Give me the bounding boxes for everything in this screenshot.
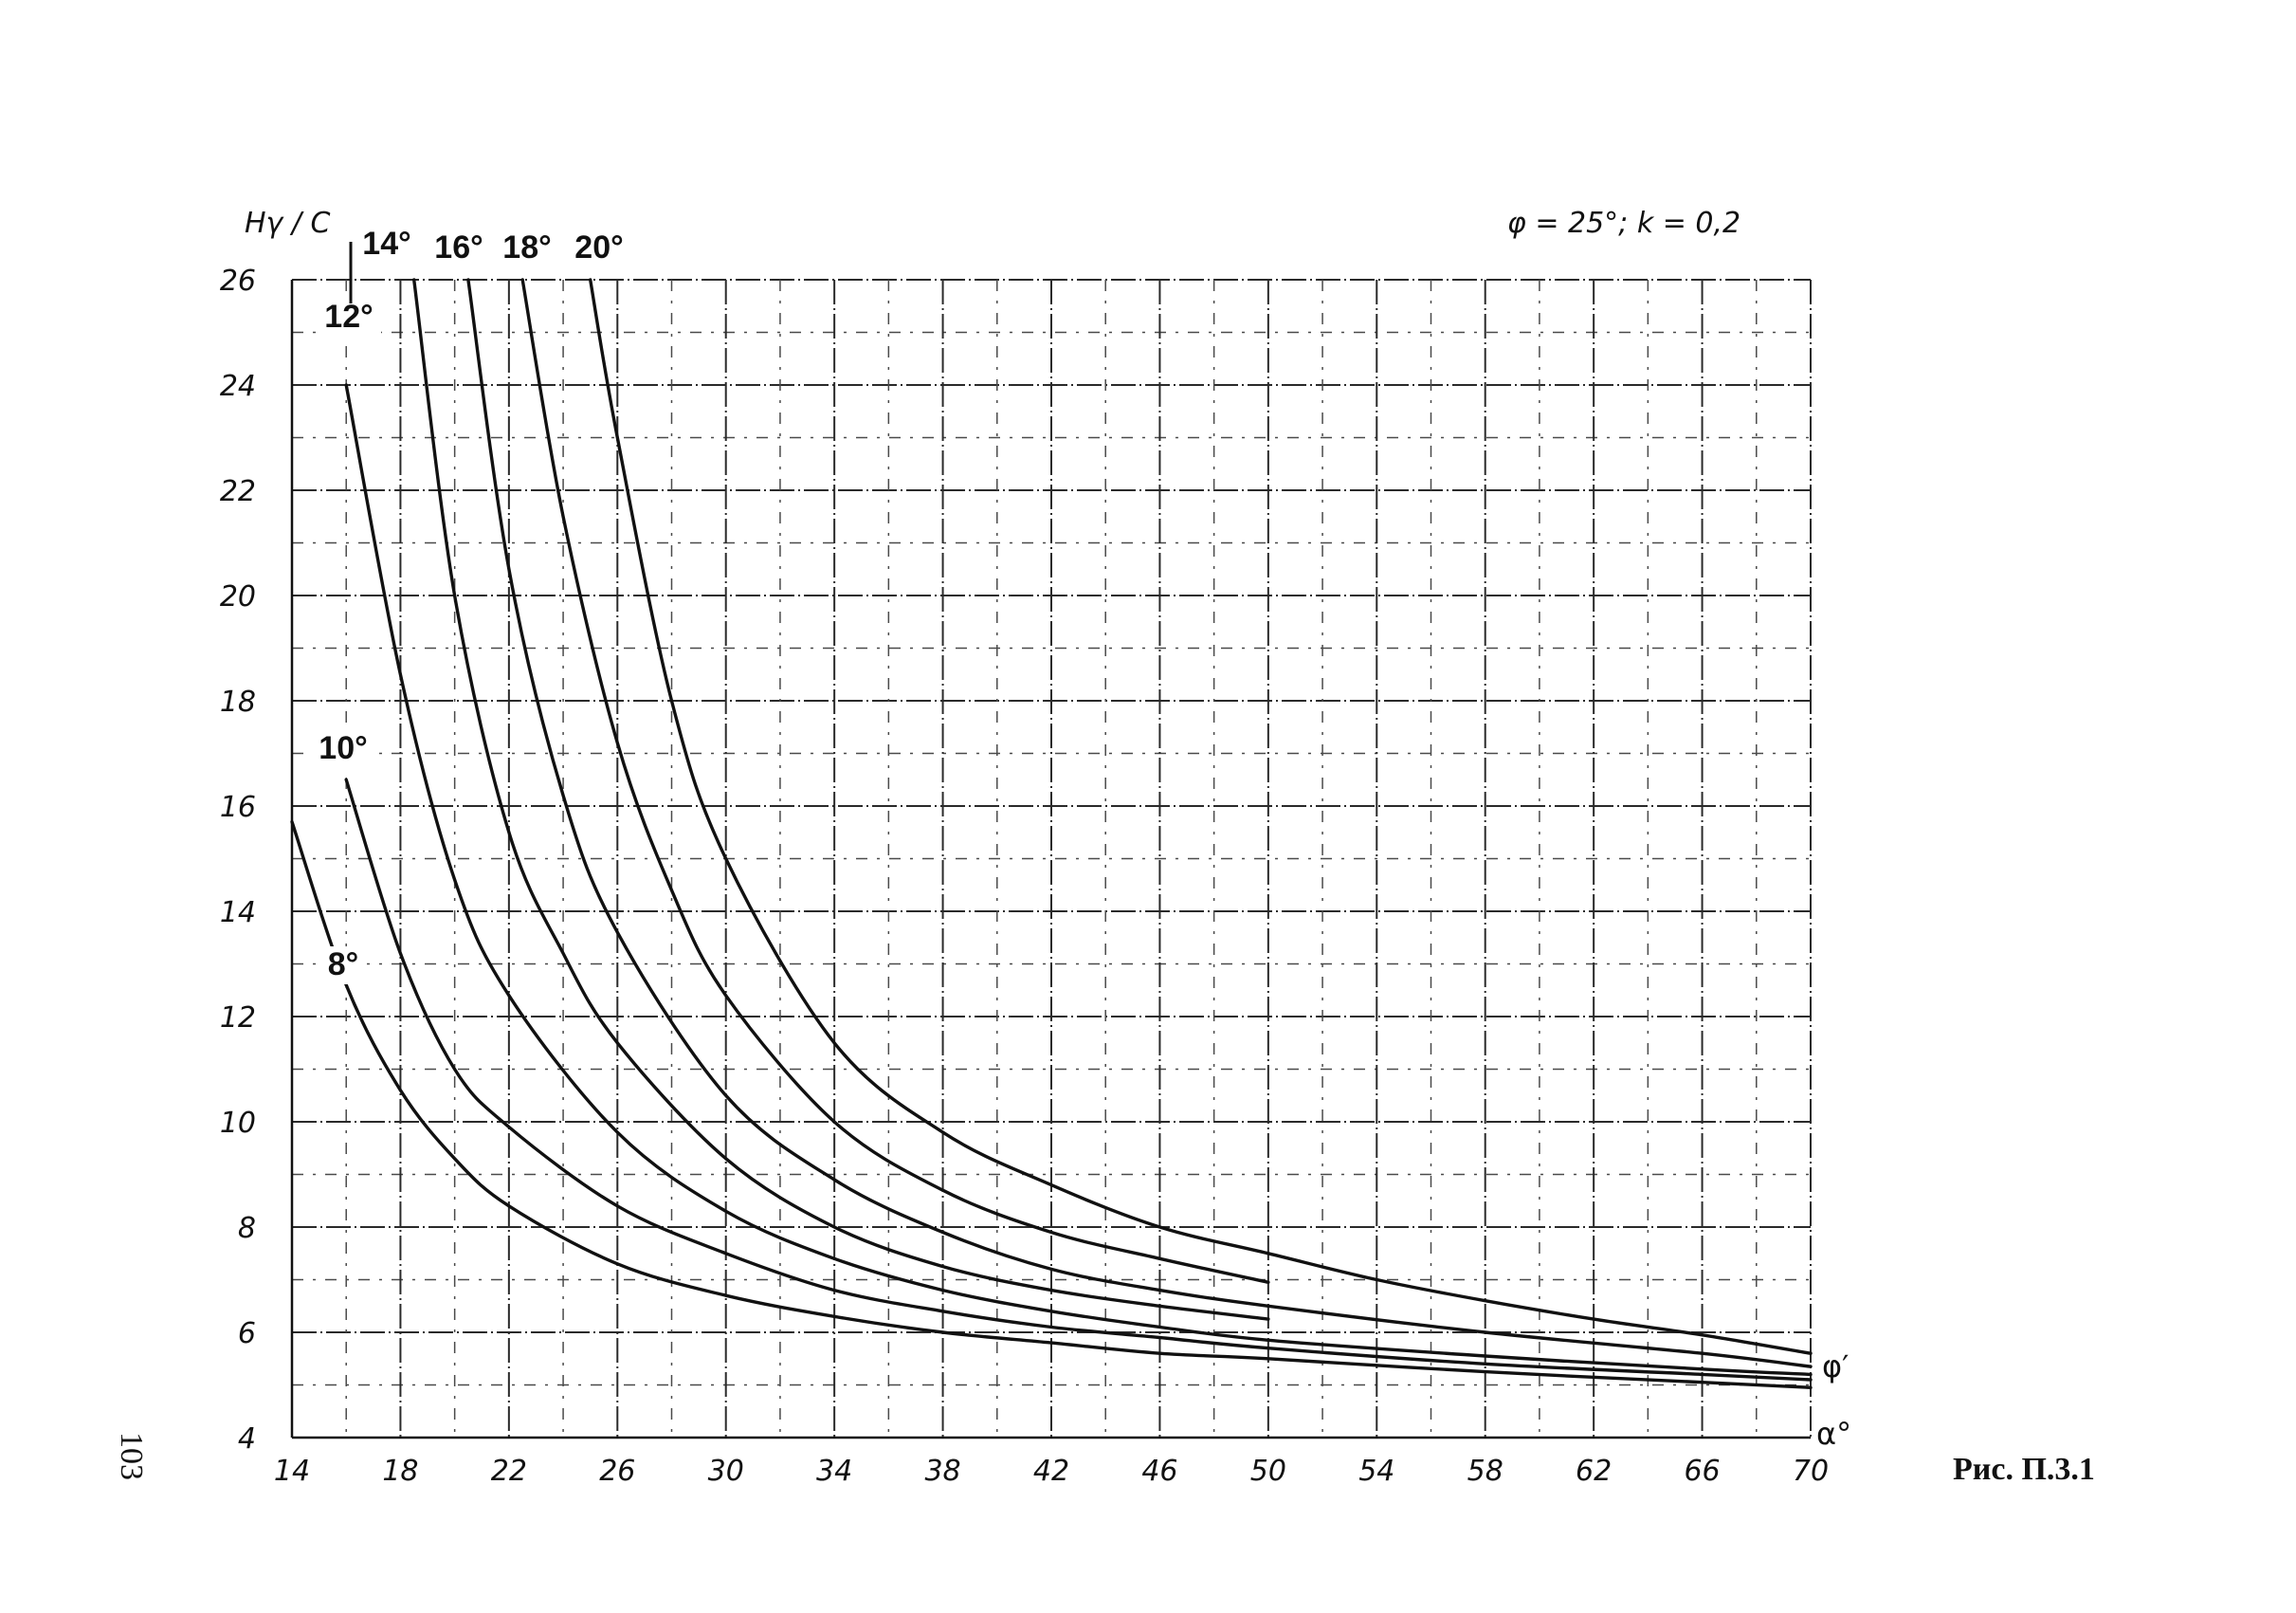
axes bbox=[290, 280, 1811, 1439]
y-tick-label: 10 bbox=[220, 1107, 256, 1140]
series-curve bbox=[344, 383, 1813, 1377]
x-tick-label: 42 bbox=[1033, 1455, 1069, 1488]
x-tick-label: 54 bbox=[1358, 1455, 1394, 1488]
series-curve bbox=[466, 278, 1813, 1368]
series-label-bg bbox=[495, 229, 559, 267]
y-tick-label: 26 bbox=[220, 265, 256, 298]
x-tick-label: 38 bbox=[924, 1455, 960, 1488]
x-tick-label: 30 bbox=[708, 1455, 744, 1488]
series-label: 8° bbox=[328, 946, 359, 982]
y-axis-label: Hγ / C bbox=[245, 207, 330, 240]
series-label: 14° bbox=[362, 226, 410, 262]
series-label-bg bbox=[427, 229, 491, 267]
series-curve bbox=[344, 778, 1813, 1382]
series-curve bbox=[520, 278, 1270, 1284]
y-tick-label: 22 bbox=[220, 475, 256, 508]
figure-caption: Рис. П.3.1 bbox=[1953, 1452, 2095, 1487]
series-curve bbox=[589, 278, 1813, 1355]
y-tick-label: 4 bbox=[238, 1422, 256, 1456]
grid bbox=[291, 279, 1812, 1439]
series-label: 12° bbox=[324, 299, 373, 335]
series-label: 10° bbox=[319, 730, 367, 766]
series-labels: 8° 10° 12° 14° 16° 18° 20° bbox=[311, 226, 631, 984]
y-tick-label: 18 bbox=[220, 686, 256, 719]
series-label-bg bbox=[567, 229, 631, 267]
series-curves bbox=[290, 278, 1813, 1389]
y-tick-label: 8 bbox=[238, 1212, 256, 1245]
y-tick-label: 6 bbox=[238, 1317, 256, 1350]
page-number: 103 bbox=[114, 1432, 149, 1480]
y-tick-label: 24 bbox=[220, 370, 256, 403]
series-label: 16° bbox=[434, 229, 483, 266]
x-tick-label: 62 bbox=[1576, 1455, 1612, 1488]
y-tick-label: 14 bbox=[220, 896, 256, 929]
series-label-bg bbox=[311, 730, 375, 768]
series-label-bg bbox=[355, 226, 419, 264]
x-tick-label: 50 bbox=[1250, 1455, 1286, 1488]
x-axis-label: α° bbox=[1816, 1416, 1851, 1452]
series-curve bbox=[290, 820, 1813, 1389]
x-tick-label: 22 bbox=[491, 1455, 527, 1488]
chart-title: φ = 25°; k = 0,2 bbox=[1507, 207, 1740, 240]
x-tick-labels: 14 18 22 26 30 34 38 42 46 50 54 58 62 66 70 bbox=[274, 1455, 1829, 1488]
y-tick-labels: 4 6 8 10 12 14 16 18 20 22 24 26 bbox=[220, 265, 256, 1456]
x-tick-label: 70 bbox=[1793, 1455, 1829, 1488]
y-tick-label: 12 bbox=[220, 1001, 256, 1035]
x-tick-label: 18 bbox=[382, 1455, 418, 1488]
x-tick-label: 34 bbox=[816, 1455, 852, 1488]
series-curve bbox=[412, 278, 1270, 1321]
series-label-bg bbox=[319, 946, 367, 984]
x-tick-label: 66 bbox=[1684, 1455, 1720, 1488]
y-tick-label: 20 bbox=[220, 580, 256, 614]
y-tick-label: 16 bbox=[220, 791, 256, 824]
x-tick-label: 14 bbox=[274, 1455, 310, 1488]
x-tick-label: 46 bbox=[1141, 1455, 1177, 1488]
series-label-bg bbox=[317, 299, 381, 337]
x-tick-label: 58 bbox=[1467, 1455, 1503, 1488]
right-axis-label: φ′ bbox=[1822, 1348, 1849, 1384]
x-tick-label: 26 bbox=[599, 1455, 635, 1488]
series-label: 20° bbox=[574, 229, 623, 266]
series-label: 18° bbox=[502, 229, 551, 266]
